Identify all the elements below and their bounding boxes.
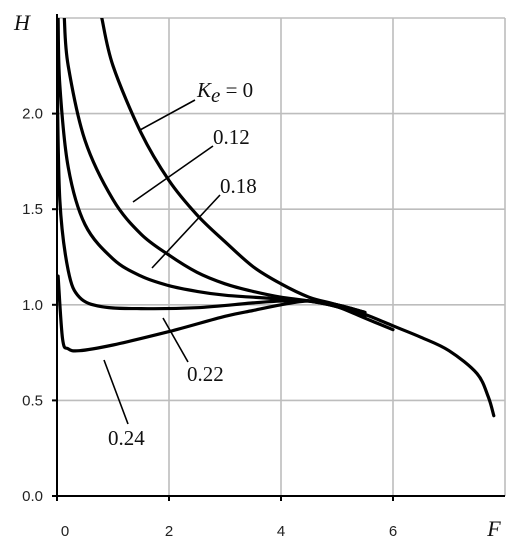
- leader-line-1: [132, 145, 214, 203]
- x-tick-label: 0: [61, 523, 69, 540]
- curve-label-4: 0.24: [108, 426, 145, 450]
- y-tick-label: 1.5: [22, 201, 43, 218]
- x-axis-label: F: [486, 516, 501, 541]
- x-tick-label: 6: [389, 523, 397, 540]
- series-line-2: [57, 18, 367, 318]
- x-tick-label: 2: [165, 523, 173, 540]
- series-line-4: [57, 274, 367, 353]
- grid: [57, 17, 506, 496]
- y-axis-label: H: [13, 10, 31, 35]
- curve-labels: Ke = 0 0.12 0.18 0.22 0.24: [103, 78, 257, 450]
- axes: 0 2 4 6 0.0 0.5 1.0 1.5 2.0 H F: [13, 10, 505, 541]
- curve-label-2: 0.18: [220, 174, 257, 198]
- x-tick-label: 4: [277, 523, 285, 540]
- leader-line-3: [162, 317, 189, 363]
- y-tick-label: 1.0: [22, 297, 43, 314]
- leader-line-0: [139, 99, 196, 131]
- series-group: [57, 18, 496, 418]
- curve-label-1: 0.12: [213, 125, 250, 149]
- leader-line-2: [151, 194, 221, 269]
- curve-label-3: 0.22: [187, 362, 224, 386]
- leader-line-4: [103, 359, 129, 425]
- y-tick-label: 0.5: [22, 392, 43, 409]
- curve-label-0: Ke = 0: [196, 78, 253, 107]
- series-line-0: [100, 18, 496, 418]
- y-tick-label: 2.0: [22, 106, 43, 123]
- y-tick-label: 0.0: [22, 488, 43, 505]
